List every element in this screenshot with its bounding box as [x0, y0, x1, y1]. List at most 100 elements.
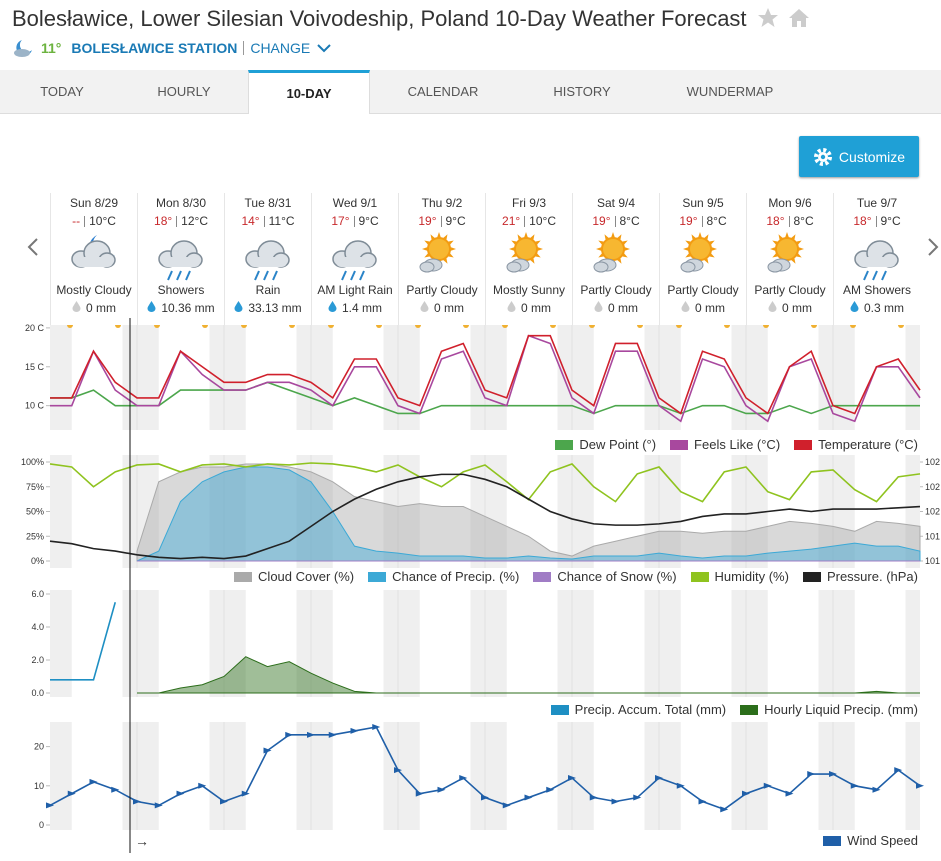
precip-amount: 0 mm — [608, 300, 638, 315]
night-band — [470, 455, 507, 568]
sun-dots — [660, 319, 746, 333]
day-column[interactable]: Sun 8/29 -- 10°C Mostly Cloudy 0 mm — [50, 193, 137, 328]
series-area — [136, 463, 921, 562]
chart: 0 10 20 — [34, 722, 924, 830]
legend-swatch — [234, 571, 253, 582]
day-column[interactable]: Fri 9/3 21° 10°C Mostly Sunny 0 mm — [485, 193, 572, 328]
favorite-star[interactable] — [757, 8, 778, 27]
legend-item[interactable]: Precip. Accum. Total (mm) — [550, 702, 726, 717]
legend-item[interactable]: Wind Speed — [823, 833, 918, 848]
drop — [147, 301, 156, 312]
tab[interactable]: 10-DAY — [248, 70, 370, 114]
legend-label: Chance of Precip. (%) — [392, 569, 520, 584]
series-line — [50, 334, 921, 423]
wind-marker — [67, 790, 76, 797]
day-name: Wed 9/1 — [332, 196, 378, 210]
day-name: Mon 9/6 — [768, 196, 812, 210]
high-temp: 19° — [679, 214, 698, 228]
condition-icon — [419, 232, 456, 273]
drop — [72, 301, 81, 312]
separator — [524, 215, 526, 227]
legend-item[interactable]: Pressure. (hPa) — [802, 569, 918, 584]
precip: 0 mm — [486, 300, 572, 315]
drop-icon — [72, 300, 81, 315]
tab-bar: TODAY HOURLY 10-DAY CALENDAR HISTORY WUNDERMA… — [0, 70, 941, 114]
legend-item[interactable]: Feels Like (°C) — [670, 437, 780, 452]
night-band — [644, 455, 681, 568]
day-temps: 17° 9°C — [312, 214, 398, 228]
wind-marker — [133, 798, 141, 805]
wind-marker — [742, 790, 750, 797]
precip-amount: 0 mm — [434, 300, 464, 315]
wind-marker — [198, 782, 207, 789]
precip-amount: 0 mm — [521, 300, 551, 315]
night-band — [905, 455, 920, 568]
change-link[interactable]: CHANGE — [250, 40, 311, 56]
series-line — [50, 381, 920, 415]
separator — [176, 215, 178, 227]
wind-marker — [785, 790, 794, 797]
home-icon[interactable] — [788, 9, 809, 27]
day-column[interactable]: Tue 9/7 18° 9°C AM Showers 0.3 mm — [833, 193, 920, 328]
wind-marker — [307, 731, 315, 738]
sun-dots — [747, 319, 833, 333]
tab[interactable]: HISTORY — [553, 84, 611, 99]
precip-amount: 0 mm — [695, 300, 725, 315]
legend-item[interactable]: Humidity (%) — [690, 569, 789, 584]
day-column[interactable]: Mon 8/30 18° 12°C Showers 10.36 mm — [137, 193, 224, 328]
day-column[interactable]: Wed 9/1 17° 9°C AM Light Rain 1.4 mm — [311, 193, 398, 328]
customize-button[interactable]: Customize — [799, 136, 919, 177]
legend-item[interactable]: Chance of Precip. (%) — [368, 569, 519, 584]
day-column[interactable]: Sun 9/5 19° 8°C Partly Cloudy 0 mm — [659, 193, 746, 328]
legend-swatch — [533, 571, 552, 582]
night-band — [50, 455, 72, 568]
separator — [353, 215, 355, 227]
day-column[interactable]: Sat 9/4 19° 8°C Partly Cloudy 0 mm — [572, 193, 659, 328]
series-line — [49, 462, 921, 503]
sun-markers — [763, 325, 817, 328]
wind-marker — [720, 806, 729, 813]
legend-item[interactable]: Dew Point (°) — [555, 437, 656, 452]
legend-item[interactable]: Temperature (°C) — [794, 437, 918, 452]
separator — [263, 215, 265, 227]
separator — [701, 215, 703, 227]
tab[interactable]: TODAY — [40, 84, 84, 99]
day-column[interactable]: Mon 9/6 18° 8°C Partly Cloudy 0 mm — [746, 193, 833, 328]
prev-arrow[interactable] — [26, 237, 40, 257]
legend-item[interactable]: Hourly Liquid Precip. (mm) — [740, 702, 918, 717]
chevron[interactable] — [316, 42, 332, 54]
y-tick-label: 4.0 — [31, 622, 44, 632]
legend-item[interactable]: Cloud Cover (%) — [234, 569, 354, 584]
station-name[interactable]: BOLESŁAWICE STATION — [71, 40, 238, 56]
y2-tick-label: 102 — [925, 507, 940, 517]
day-column[interactable]: Thu 9/2 19° 9°C Partly Cloudy 0 mm — [398, 193, 485, 328]
sun-markers — [67, 325, 121, 328]
tab[interactable]: HOURLY — [157, 84, 211, 99]
tab[interactable]: CALENDAR — [407, 84, 479, 99]
tab[interactable]: WUNDERMAP — [686, 84, 774, 99]
night-band — [644, 722, 681, 830]
night-band — [209, 722, 246, 830]
precip-amount: 0 mm — [782, 300, 812, 315]
legend-item[interactable]: Chance of Snow (%) — [533, 569, 677, 584]
day-column[interactable]: Tue 8/31 14° 11°C Rain 33.13 mm — [224, 193, 311, 328]
wind-marker — [568, 774, 576, 781]
icon-wrap — [320, 231, 390, 284]
sun-markers — [415, 325, 469, 328]
day-name: Sat 9/4 — [596, 196, 636, 210]
precip: 0 mm — [51, 300, 137, 315]
chart: 10 C 15 C 20 C — [25, 323, 921, 430]
condition: Partly Cloudy — [667, 283, 739, 297]
sun-markers — [676, 325, 730, 328]
icon-wrap — [59, 231, 129, 284]
icon-wrap — [407, 231, 477, 284]
sun-markers — [502, 325, 556, 328]
low-temp: 9°C — [445, 214, 466, 228]
night-band — [296, 325, 333, 430]
night-band — [122, 722, 159, 830]
next-arrow[interactable] — [926, 237, 940, 257]
y-tick-label: 20 — [34, 742, 44, 752]
night-band — [557, 722, 594, 830]
title-icons — [757, 8, 809, 27]
wind-marker — [829, 771, 837, 778]
